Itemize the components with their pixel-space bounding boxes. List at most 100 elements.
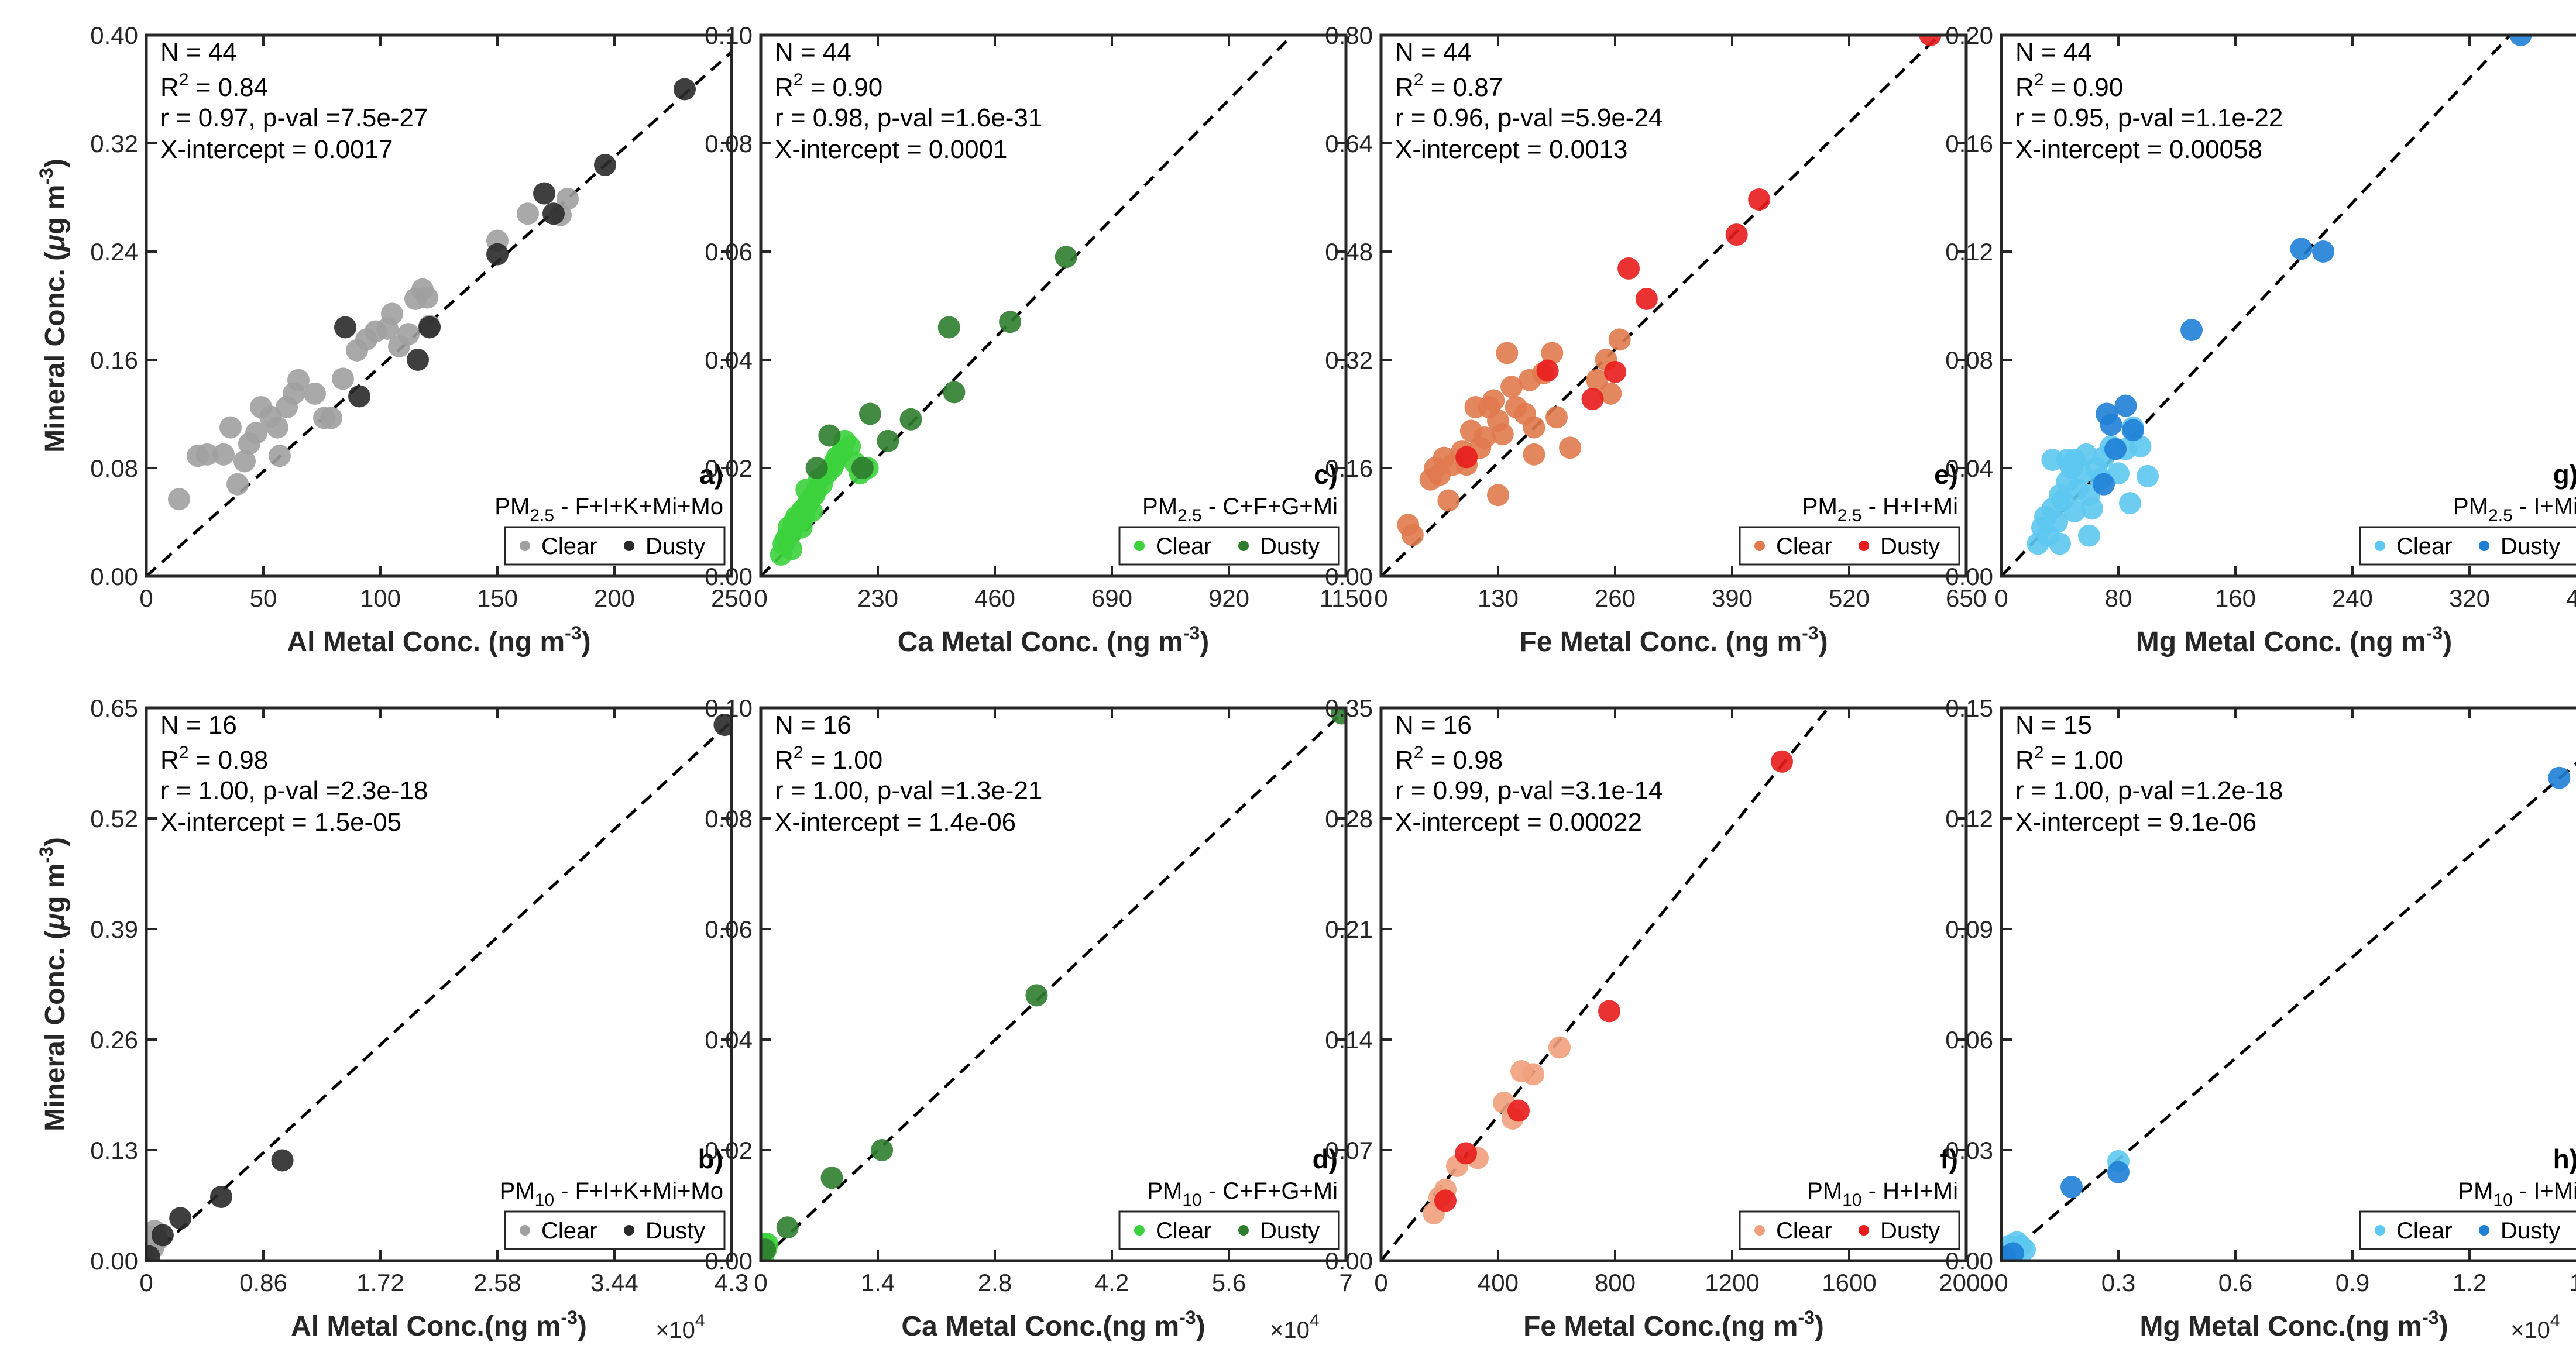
- x-tick-label: 100: [360, 584, 401, 612]
- y-tick-label: 0.09: [1945, 916, 1993, 943]
- legend-box: [1118, 526, 1340, 566]
- clear-point: [2046, 511, 2068, 534]
- stat-r2-base: R: [1395, 73, 1414, 102]
- dusty-point: [1330, 708, 1346, 725]
- x-axis-label-exp: -3: [561, 1307, 577, 1328]
- pm-main: PM: [1147, 1178, 1182, 1204]
- pm-label: PM10 - H+I+Mi: [1807, 1178, 1958, 1210]
- legend-dusty-label: Dusty: [1260, 1218, 1320, 1244]
- dusty-point: [418, 316, 441, 339]
- clear-point: [1522, 1063, 1544, 1086]
- y-tick-label: 0.28: [1325, 805, 1373, 832]
- dusty-point: [1055, 246, 1077, 269]
- pm-main: PM: [494, 494, 530, 519]
- x-tick-label: 460: [974, 584, 1015, 612]
- x-tick-label: 1150: [1320, 584, 1372, 612]
- dusty-point: [776, 1216, 799, 1239]
- legend-clear-marker: [1134, 1225, 1145, 1236]
- panel-a: 0 50 100 150 200 2500.000.080.160.240.320.40N…: [36, 22, 752, 658]
- stat-r2-base: R: [775, 746, 794, 775]
- clear-point: [1541, 342, 1564, 364]
- x-axis-label-main: Al Metal Conc. (ng m: [287, 627, 565, 658]
- scatter-points: [2027, 35, 2532, 555]
- legend-clear-label: Clear: [1156, 1218, 1212, 1244]
- legend-clear-label: Clear: [1776, 1218, 1832, 1244]
- x-axis-label-close: ): [1819, 627, 1828, 658]
- y-tick-label: 0.32: [1325, 346, 1373, 374]
- y-tick-label: 0.00: [1325, 563, 1373, 590]
- dusty-point: [594, 154, 616, 176]
- clear-point: [397, 323, 420, 346]
- clear-point: [780, 538, 803, 560]
- x-axis-label-exp: -3: [1183, 622, 1200, 644]
- x-axis-label-exp: -3: [2426, 622, 2443, 644]
- x-multiplier-base: ×10: [655, 1317, 695, 1343]
- dusty-point: [1025, 984, 1048, 1007]
- scatter-points: [168, 78, 696, 511]
- dusty-point: [1434, 1189, 1457, 1212]
- dusty-point: [1919, 35, 1942, 46]
- legend-box: [504, 1210, 726, 1250]
- x-axis-label: Mg Metal Conc. (ng m-3): [2136, 622, 2452, 658]
- x-axis-label: Ca Metal Conc.(ng m-3): [901, 1307, 1205, 1342]
- y-tick-label: 0.48: [1325, 238, 1373, 266]
- axes-frame: [145, 33, 733, 578]
- x-multiplier: ×104: [1270, 1311, 1320, 1343]
- x-tick-label: 80: [2105, 584, 2132, 612]
- legend-dusty-label: Dusty: [645, 1218, 705, 1244]
- clear-point: [1487, 484, 1509, 507]
- stat-r-pval: r = 1.00, p-val =2.3e-18: [160, 776, 428, 805]
- pm-rest: - I+Mi: [2513, 494, 2576, 519]
- legend-dusty-marker: [1238, 1225, 1249, 1236]
- clear-point: [1437, 489, 1460, 512]
- dusty-point: [542, 202, 565, 225]
- pm-label: PM2.5 - H+I+Mi: [1802, 494, 1958, 525]
- pm-sub: 10: [535, 1190, 554, 1210]
- clear-point: [168, 488, 190, 511]
- x-axis-label-exp: -3: [1798, 1307, 1814, 1328]
- stat-r2: R2 = 1.00: [775, 743, 882, 775]
- y-tick-label: 0.16: [90, 346, 138, 374]
- y-tick-label: 0.03: [1945, 1137, 1993, 1164]
- panel-h: 0 0.3 0.6 0.9 1.2 1.5 0.00 0.03 0.06 0.09 0.12 0.15…: [1945, 694, 2576, 1343]
- stat-r2-value: = 0.87: [1423, 73, 1503, 102]
- legend-clear-marker: [1134, 541, 1145, 551]
- legend-clear-label: Clear: [541, 534, 597, 559]
- pm-label: PM10 - I+Mi: [2458, 1178, 2576, 1210]
- clear-point: [320, 407, 342, 429]
- panel-letter: h): [2553, 1144, 2576, 1174]
- x-axis-label-main: Ca Metal Conc.(ng m: [901, 1311, 1179, 1342]
- stat-r2-base: R: [160, 746, 179, 775]
- y-tick-label: 0.13: [90, 1137, 138, 1164]
- y-axis-label-exp: -3: [36, 847, 57, 863]
- pm-rest: - C+F+G+Mi: [1202, 494, 1338, 519]
- legend-clear-marker: [1754, 541, 1765, 551]
- x-tick-label: 0: [1374, 1269, 1387, 1296]
- stat-r2-value: = 0.98: [188, 746, 268, 775]
- y-tick-label: 0.52: [90, 805, 138, 832]
- dusty-point: [2104, 438, 2127, 460]
- axes-frame: [759, 33, 1348, 578]
- x-tick-label: 2.58: [473, 1269, 521, 1296]
- stat-x-intercept: X-intercept = 0.00022: [1395, 808, 1642, 837]
- stat-r2-base: R: [775, 73, 794, 102]
- x-tick-label: 230: [857, 584, 898, 612]
- dusty-point: [209, 1185, 232, 1208]
- pm-sub: 2.5: [530, 506, 554, 525]
- x-tick-label: 650: [1946, 584, 1987, 612]
- dusty-point: [2180, 319, 2203, 342]
- axes-frame: [1379, 33, 1968, 578]
- x-tick-label: 520: [1829, 584, 1870, 612]
- legend-dusty-marker: [2479, 1225, 2489, 1236]
- dusty-point: [146, 1245, 160, 1261]
- dusty-point: [943, 381, 966, 404]
- pm-label: PM10 - C+F+G+Mi: [1147, 1178, 1338, 1210]
- pm-main: PM: [2453, 494, 2488, 519]
- y-tick-label: 0.06: [705, 238, 753, 266]
- clear-point: [517, 202, 539, 225]
- clear-point: [1599, 382, 1622, 405]
- x-multiplier-base: ×10: [1270, 1317, 1310, 1343]
- y-axis-label-close: ): [40, 837, 71, 847]
- y-axis-label-unit: g m: [40, 185, 71, 235]
